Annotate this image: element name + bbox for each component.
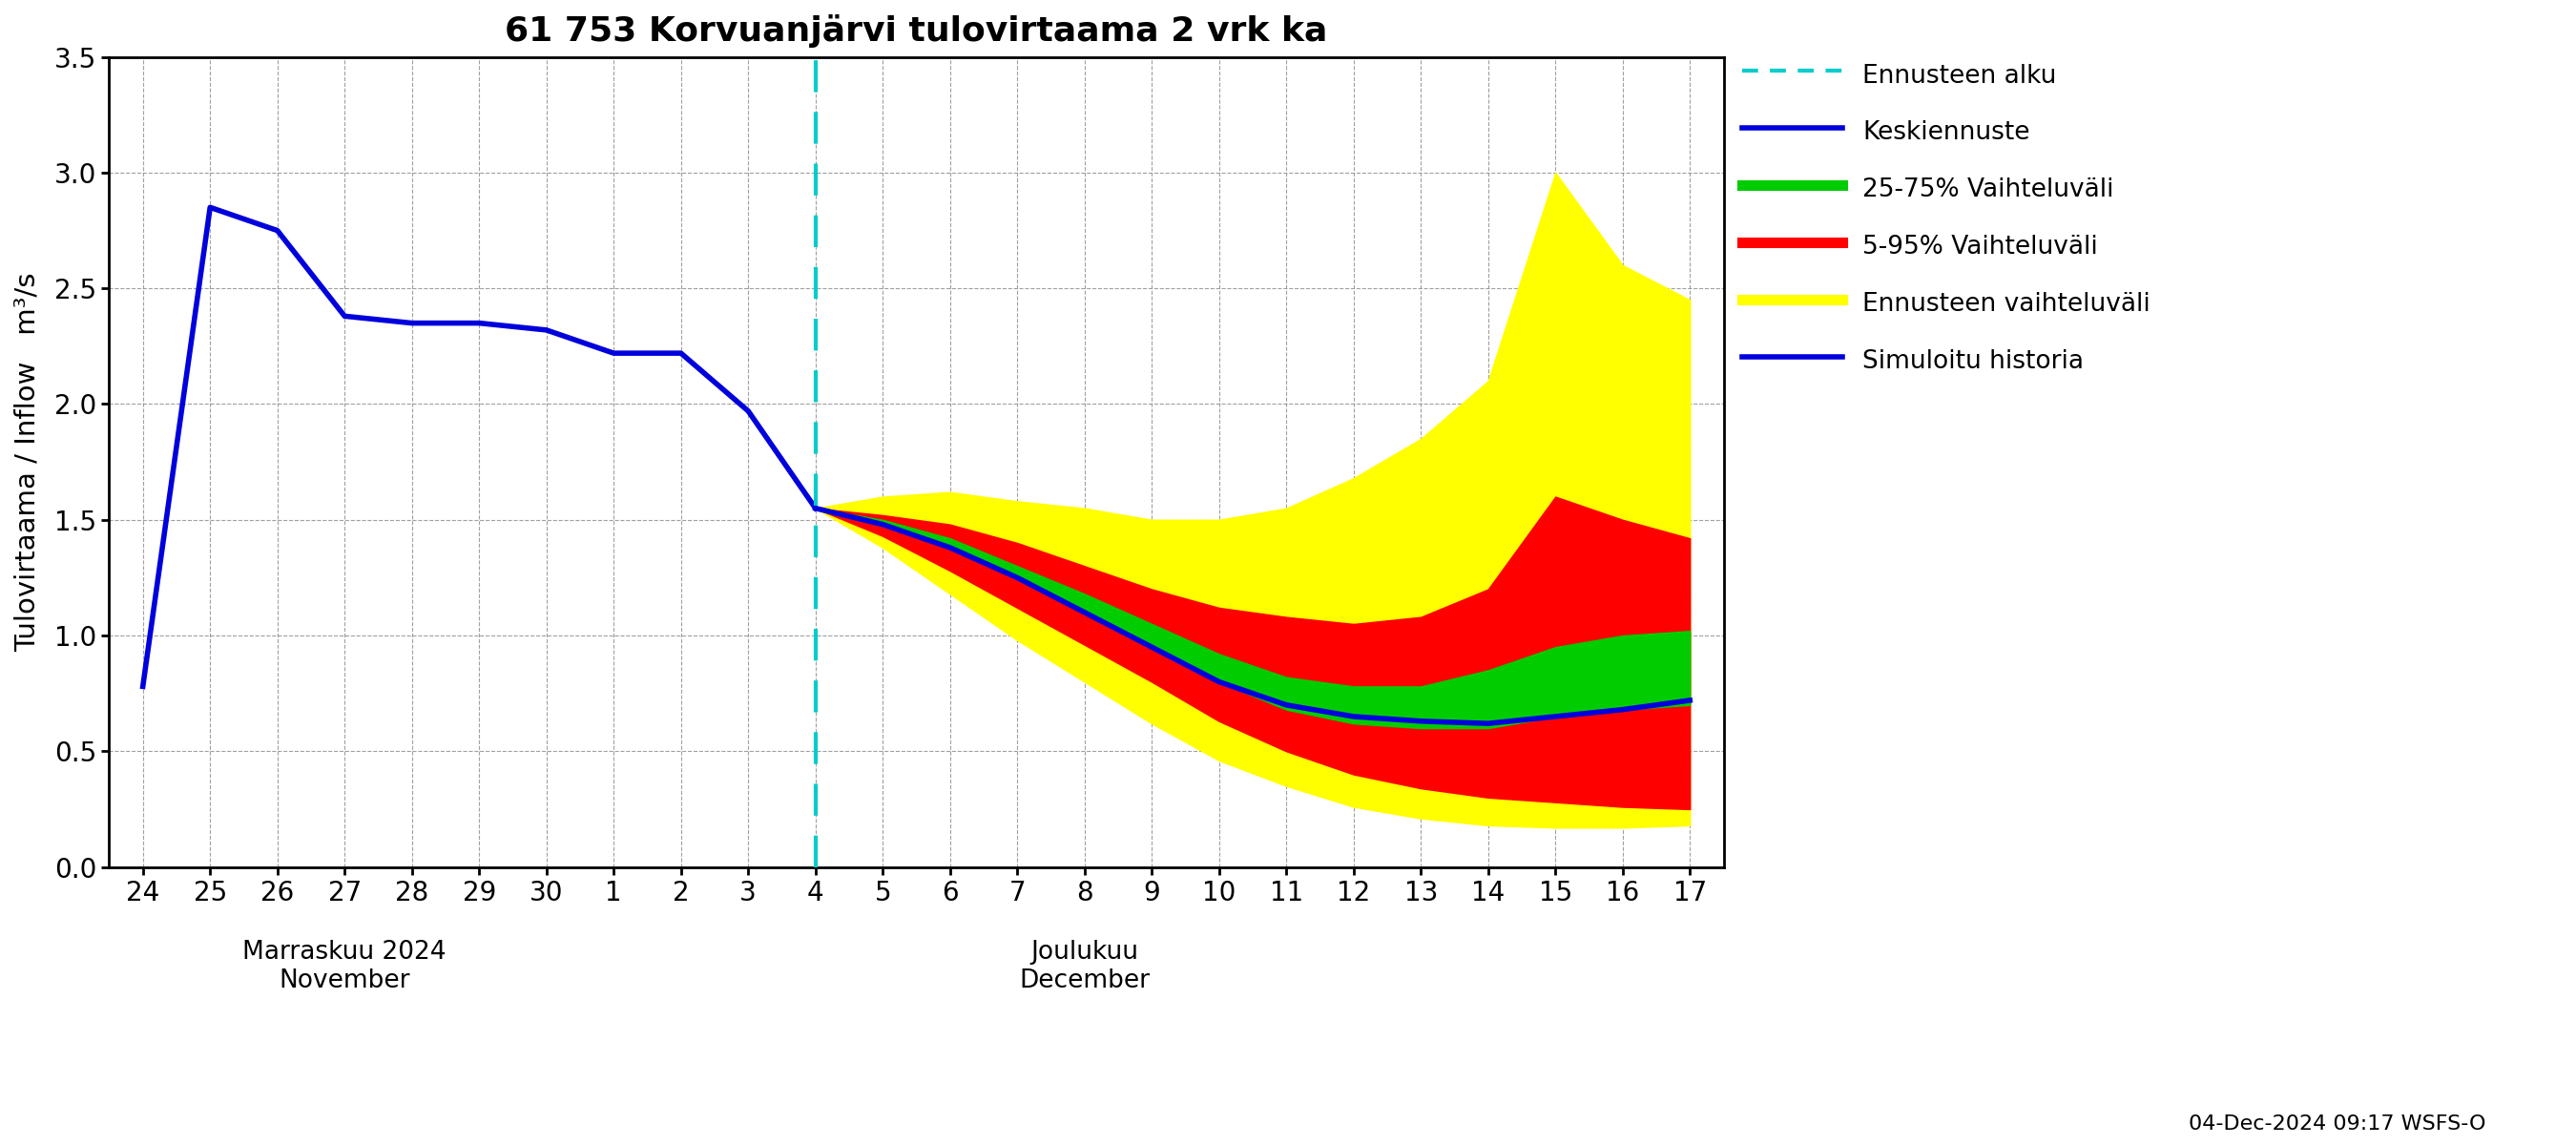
Title: 61 753 Korvuanjärvi tulovirtaama 2 vrk ka: 61 753 Korvuanjärvi tulovirtaama 2 vrk k… [505, 14, 1327, 48]
Y-axis label: Tulovirtaama / Inflow   m³/s: Tulovirtaama / Inflow m³/s [15, 273, 41, 652]
Legend: Ennusteen alku, Keskiennuste, 25-75% Vaihteluväli, 5-95% Vaihteluväli, Ennusteen: Ennusteen alku, Keskiennuste, 25-75% Vai… [1731, 49, 2161, 386]
Text: Joulukuu
December: Joulukuu December [1020, 940, 1149, 994]
Text: 04-Dec-2024 09:17 WSFS-O: 04-Dec-2024 09:17 WSFS-O [2190, 1114, 2486, 1134]
Text: Marraskuu 2024
November: Marraskuu 2024 November [242, 940, 446, 994]
